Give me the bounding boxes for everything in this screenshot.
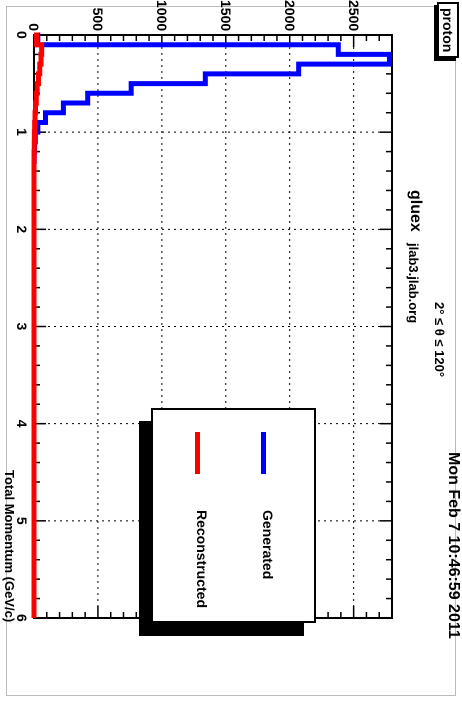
y-tick-label: 2500 <box>345 0 362 32</box>
legend: Generated Reconstructed <box>151 408 316 623</box>
legend-swatch-generated <box>261 432 266 474</box>
legend-swatch-reconstructed <box>195 432 200 474</box>
x-tick-label: 2 <box>14 225 30 234</box>
y-tick-label: 500 <box>89 7 106 31</box>
legend-label-generated: Generated <box>260 510 276 580</box>
legend-label-reconstructed: Reconstructed <box>194 510 210 609</box>
y-tick-label: 1500 <box>217 0 234 32</box>
y-tick-label: 0 <box>26 23 42 31</box>
x-tick-label: 4 <box>14 419 30 428</box>
histogram-reconstructed <box>31 32 45 618</box>
y-tick-label: 2000 <box>281 0 298 32</box>
x-tick-label: 1 <box>14 128 30 136</box>
x-axis-title: Total Momentum (GeV/c) <box>2 470 17 623</box>
y-tick-label: 1000 <box>153 0 170 32</box>
x-tick-label: 3 <box>14 322 30 331</box>
x-tick-label: 0 <box>14 31 30 39</box>
